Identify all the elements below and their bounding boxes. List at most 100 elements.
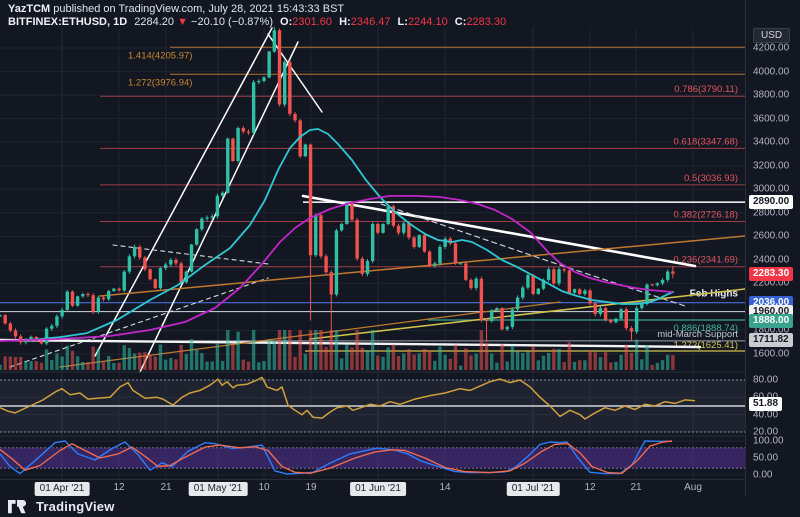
candle-body[interactable]: [412, 237, 416, 247]
candle-body[interactable]: [614, 318, 618, 323]
candle-body[interactable]: [593, 303, 597, 315]
candle-body[interactable]: [552, 269, 556, 284]
price-axis[interactable]: USD 4200.00 4000.00 3800.00 3600.00 3400.00 3…: [745, 0, 800, 497]
candle-body[interactable]: [189, 244, 194, 272]
candle-body[interactable]: [588, 290, 592, 304]
candle-body[interactable]: [526, 275, 530, 288]
candle-body[interactable]: [536, 288, 541, 294]
slow-ma[interactable]: [0, 195, 673, 342]
candle-body[interactable]: [122, 271, 126, 291]
candle-body[interactable]: [376, 223, 380, 233]
candle-body[interactable]: [293, 113, 297, 121]
candle-body[interactable]: [515, 297, 520, 310]
candle-body[interactable]: [288, 62, 292, 114]
candle-body[interactable]: [44, 328, 49, 344]
candle-body[interactable]: [666, 271, 670, 280]
candle-body[interactable]: [671, 271, 675, 274]
candle-body[interactable]: [29, 336, 33, 340]
candle-body[interactable]: [660, 279, 665, 284]
candle-body[interactable]: [495, 308, 499, 311]
candle-body[interactable]: [329, 272, 333, 295]
candle-body[interactable]: [546, 269, 551, 280]
candle-body[interactable]: [112, 288, 116, 292]
candle-body[interactable]: [75, 296, 80, 306]
candle-body[interactable]: [386, 206, 390, 224]
candle-body[interactable]: [381, 223, 385, 233]
chart-canvas[interactable]: 1.414(4205.97) 1.272(3976.94) 0.786(3790.1…: [0, 0, 745, 480]
candle-body[interactable]: [484, 319, 489, 322]
candle-body[interactable]: [365, 261, 370, 274]
candle-body[interactable]: [236, 128, 240, 161]
candle-body[interactable]: [634, 308, 639, 332]
candle-body[interactable]: [205, 217, 209, 219]
candle-body[interactable]: [567, 270, 572, 293]
candle-body[interactable]: [8, 323, 13, 331]
candle-body[interactable]: [277, 30, 282, 105]
candle-body[interactable]: [645, 284, 649, 304]
candle-body[interactable]: [402, 223, 406, 233]
candle-body[interactable]: [262, 77, 266, 81]
candle-body[interactable]: [319, 215, 323, 257]
candle-body[interactable]: [251, 82, 256, 133]
symbol-name[interactable]: BITFINEX:ETHUSD, 1D: [8, 16, 128, 28]
candle-body[interactable]: [510, 309, 515, 327]
candle-body[interactable]: [562, 269, 566, 271]
candle-body[interactable]: [215, 195, 220, 217]
candle-body[interactable]: [138, 246, 142, 258]
candle-body[interactable]: [267, 51, 271, 78]
candle-body[interactable]: [60, 309, 64, 317]
candle-body[interactable]: [101, 297, 106, 300]
candle-body[interactable]: [391, 206, 396, 226]
post-peak-drop[interactable]: [267, 33, 323, 113]
candle-body[interactable]: [350, 202, 354, 220]
candle-body[interactable]: [474, 278, 478, 289]
yellow-rising-trendline[interactable]: [309, 288, 745, 340]
candle-body[interactable]: [334, 230, 339, 295]
candle-body[interactable]: [624, 309, 628, 329]
candle-body[interactable]: [19, 336, 23, 343]
candle-body[interactable]: [282, 62, 287, 105]
stoch-d[interactable]: [0, 440, 673, 474]
candle-body[interactable]: [24, 339, 28, 343]
orange-rising-trendline[interactable]: [99, 235, 745, 297]
candle-body[interactable]: [396, 225, 401, 233]
candle-body[interactable]: [500, 308, 504, 330]
fast-ma[interactable]: [29, 128, 674, 341]
candle-body[interactable]: [417, 235, 421, 247]
candle-body[interactable]: [272, 30, 277, 52]
candle-body[interactable]: [50, 325, 54, 329]
candle-body[interactable]: [91, 295, 95, 312]
candle-body[interactable]: [3, 315, 7, 324]
candle-body[interactable]: [603, 308, 608, 320]
time-axis[interactable]: 01 Apr '21 12 21 01 May '21 10 19 01 Jun '21 14…: [0, 480, 745, 497]
april-wedge-lower-dashed[interactable]: [9, 277, 269, 368]
candle-body[interactable]: [655, 283, 660, 286]
candle-body[interactable]: [231, 138, 235, 161]
candle-body[interactable]: [541, 279, 546, 289]
candle-body[interactable]: [226, 138, 230, 193]
candle-body[interactable]: [65, 291, 69, 310]
tradingview-brand-text[interactable]: TradingView: [36, 499, 115, 514]
candle-body[interactable]: [490, 310, 494, 322]
ascending-channel-left[interactable]: [94, 27, 273, 357]
candle-body[interactable]: [433, 263, 437, 266]
candle-body[interactable]: [314, 215, 318, 256]
oscillator-line[interactable]: [0, 376, 696, 420]
candle-body[interactable]: [324, 256, 328, 273]
candle-body[interactable]: [339, 223, 344, 231]
candle-body[interactable]: [438, 246, 442, 264]
stoch-k[interactable]: [0, 440, 672, 475]
candle-body[interactable]: [169, 259, 173, 265]
candle-body[interactable]: [117, 288, 121, 291]
candle-body[interactable]: [210, 216, 214, 218]
candle-body[interactable]: [158, 268, 163, 289]
candle-body[interactable]: [458, 263, 463, 265]
tradingview-logo-icon[interactable]: [8, 499, 30, 514]
candle-body[interactable]: [345, 202, 349, 224]
candle-body[interactable]: [505, 326, 509, 330]
candle-body[interactable]: [427, 251, 432, 266]
candle-body[interactable]: [246, 131, 251, 133]
candle-body[interactable]: [86, 293, 90, 296]
candle-body[interactable]: [583, 290, 587, 294]
candle-body[interactable]: [179, 263, 183, 283]
